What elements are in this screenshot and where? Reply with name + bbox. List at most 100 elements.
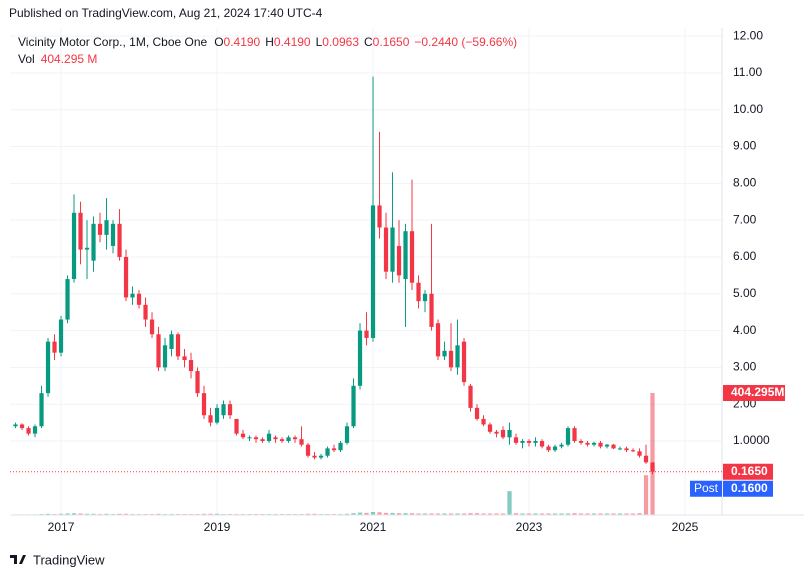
volume-bar xyxy=(637,513,642,515)
candle-body xyxy=(136,293,142,305)
candle-body xyxy=(26,428,31,434)
y-tick-label: 10.00 xyxy=(733,102,763,116)
candle-body xyxy=(52,341,57,353)
volume-bar xyxy=(383,512,389,515)
volume-bar xyxy=(572,513,577,515)
last-price-tag xyxy=(723,463,773,480)
volume-bar xyxy=(578,513,584,515)
candle-body xyxy=(526,441,532,443)
candle-body xyxy=(32,426,38,434)
volume-bar xyxy=(559,513,564,515)
candle-body xyxy=(513,437,519,443)
ohlc-value: 0.0963 xyxy=(322,35,359,49)
candle-body xyxy=(487,424,493,432)
volume-bar xyxy=(539,513,545,515)
candle-body xyxy=(448,350,454,368)
volume-bar xyxy=(533,513,538,515)
candle-body xyxy=(104,220,109,235)
candle-body xyxy=(58,319,64,353)
volume-bar xyxy=(604,513,610,515)
x-tick-label: 2025 xyxy=(672,520,699,534)
volume-bar xyxy=(351,513,356,515)
candle-body xyxy=(637,451,642,456)
volume-bar xyxy=(448,513,454,515)
post-price-label: 0.1600 xyxy=(731,481,768,495)
volume-bar xyxy=(585,513,590,515)
volume-bar xyxy=(208,513,213,515)
post-name: Post xyxy=(694,481,719,495)
candle-body xyxy=(91,223,96,261)
volume-bar xyxy=(435,513,441,515)
volume-bar xyxy=(507,491,512,515)
candle-body xyxy=(123,256,129,298)
volume-bar xyxy=(45,513,51,515)
candle-body xyxy=(604,444,610,447)
candle-body xyxy=(221,404,226,416)
volume-bar xyxy=(344,513,350,515)
volume-legend: Vol 404.295 M xyxy=(18,52,97,66)
volume-bar xyxy=(305,513,311,515)
volume-bar xyxy=(104,513,109,515)
x-tick-label: 2021 xyxy=(360,520,387,534)
candle-body xyxy=(409,231,415,283)
candle-body xyxy=(377,205,382,228)
candle-body xyxy=(175,334,181,357)
volume-bar xyxy=(201,513,207,515)
x-tick-label: 2017 xyxy=(48,520,75,534)
candle-body xyxy=(214,407,220,423)
volume-bar xyxy=(442,513,447,515)
candle-body xyxy=(364,330,369,338)
candle-body xyxy=(234,418,239,434)
candle-body xyxy=(468,385,473,408)
candle-body xyxy=(481,418,486,425)
y-tick-label: 8.00 xyxy=(733,176,757,190)
volume-bar xyxy=(487,513,493,515)
volume-bar xyxy=(409,513,415,515)
candle-body xyxy=(442,350,447,357)
ohlc-value: 0.4190 xyxy=(224,35,261,49)
ohlc-key: L xyxy=(316,35,323,49)
volume-key: Vol xyxy=(18,52,35,66)
candle-body xyxy=(533,441,538,443)
volume-bar xyxy=(214,513,220,515)
candle-body xyxy=(208,415,213,423)
y-tick-label: 7.00 xyxy=(733,212,757,226)
candle-body xyxy=(253,437,259,440)
candle-body xyxy=(494,431,499,434)
ohlc-key: O xyxy=(214,35,223,49)
candle-body xyxy=(71,212,77,280)
candle-body xyxy=(461,341,467,383)
y-tick-label: 1.0000 xyxy=(733,433,770,447)
candle-body xyxy=(546,446,551,451)
candle-body xyxy=(45,341,51,394)
candle-body xyxy=(227,404,233,416)
candle-body xyxy=(591,442,597,445)
candle-body xyxy=(370,205,376,338)
candle-body xyxy=(266,433,272,442)
candle-body xyxy=(156,334,161,368)
volume-bar xyxy=(390,512,395,515)
volume-bar xyxy=(598,513,603,515)
volume-bar xyxy=(552,513,558,515)
candle-body xyxy=(552,446,558,451)
volume-bar xyxy=(565,513,571,515)
candle-body xyxy=(396,245,402,276)
candle-body xyxy=(247,437,252,439)
candle-body xyxy=(630,450,636,452)
volume-bar xyxy=(364,512,369,515)
volume-bar xyxy=(84,513,90,515)
volume-bar xyxy=(526,513,532,515)
last-price-label: 0.1650 xyxy=(731,464,768,478)
legend-line: Vicinity Motor Corp., 1M, Cboe One O0.419… xyxy=(18,35,517,49)
volume-bar xyxy=(546,513,551,515)
candle-body xyxy=(539,441,545,447)
candle-body xyxy=(624,448,629,451)
y-tick-label: 5.00 xyxy=(733,286,757,300)
volume-bar xyxy=(630,513,636,515)
volume-bar xyxy=(71,513,77,515)
candle-body xyxy=(286,437,291,442)
volume-bar xyxy=(156,513,161,515)
candle-body xyxy=(585,442,590,445)
volume-bar xyxy=(370,511,376,515)
